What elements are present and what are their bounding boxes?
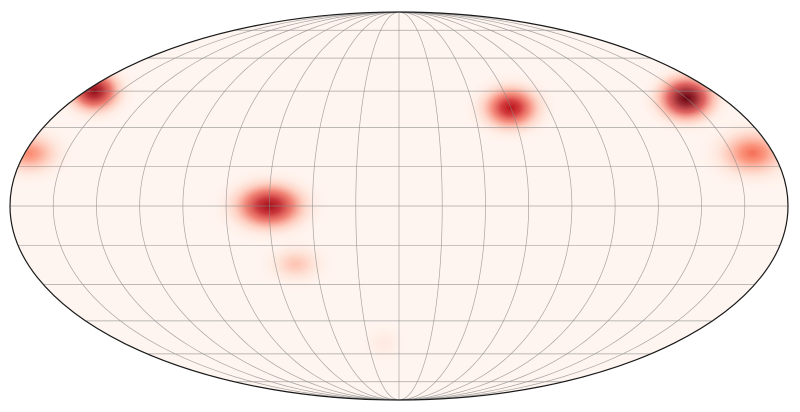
- hotspot-east-edge-band: [681, 104, 788, 202]
- graticule: [10, 12, 788, 400]
- hotspot-central-left-blob-tail: [241, 226, 351, 302]
- hotspot-west-edge-band: [10, 110, 92, 197]
- map-outline: [9, 11, 789, 401]
- hotspot-south-faint-blob: [343, 305, 425, 382]
